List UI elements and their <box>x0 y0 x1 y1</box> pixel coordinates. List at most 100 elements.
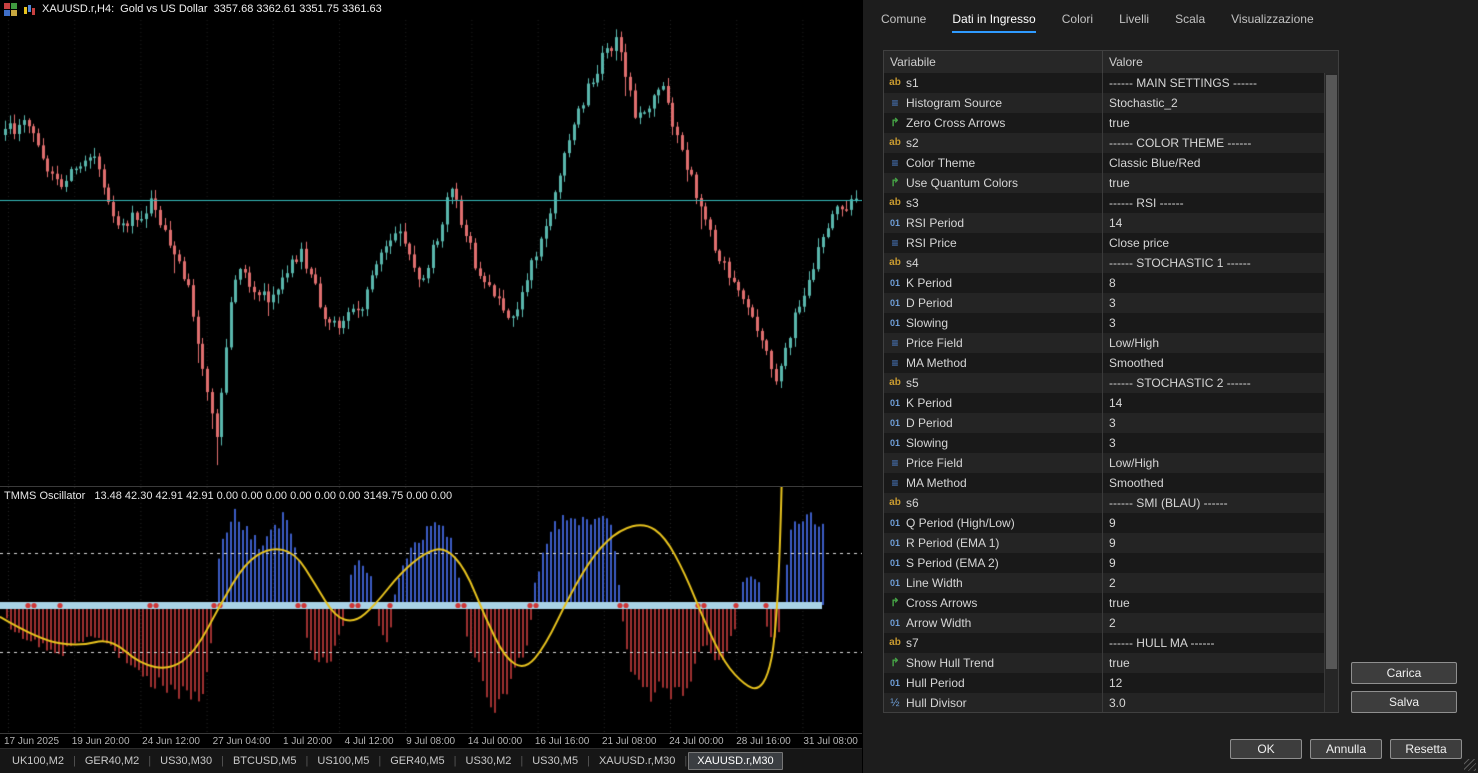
param-row[interactable]: ab s6 ------ SMI (BLAU) ------ <box>884 493 1324 513</box>
load-button[interactable]: Carica <box>1351 662 1457 684</box>
param-row[interactable]: 01 D Period 3 <box>884 413 1324 433</box>
param-value[interactable]: 3.0 <box>1109 696 1126 710</box>
chart-tab[interactable]: US100,M5 <box>317 755 370 767</box>
param-row[interactable]: ≡ MA Method Smoothed <box>884 473 1324 493</box>
param-value[interactable]: ------ SMI (BLAU) ------ <box>1109 496 1228 510</box>
parameters-table-header: Variabile Valore <box>884 51 1338 74</box>
param-value[interactable]: 3 <box>1109 296 1116 310</box>
param-row[interactable]: ≡ MA Method Smoothed <box>884 353 1324 373</box>
param-value[interactable]: 9 <box>1109 536 1116 550</box>
param-row[interactable]: 01 Arrow Width 2 <box>884 613 1324 633</box>
param-value[interactable]: ------ MAIN SETTINGS ------ <box>1109 76 1257 90</box>
param-value[interactable]: 3 <box>1109 436 1116 450</box>
param-row[interactable]: 01 Line Width 2 <box>884 573 1324 593</box>
param-row[interactable]: 01 Slowing 3 <box>884 313 1324 333</box>
dialog-tab-visualizzazione[interactable]: Visualizzazione <box>1231 12 1314 26</box>
param-row[interactable]: ab s3 ------ RSI ------ <box>884 193 1324 213</box>
param-value[interactable]: 9 <box>1109 556 1116 570</box>
chart-tab[interactable]: XAUUSD.r,M30 <box>598 755 676 767</box>
time-axis-label: 24 Jun 12:00 <box>142 735 200 747</box>
param-row[interactable]: ↱ Use Quantum Colors true <box>884 173 1324 193</box>
chart-tab[interactable]: US30,M2 <box>465 755 512 767</box>
param-row[interactable]: ≡ Price Field Low/High <box>884 453 1324 473</box>
param-row[interactable]: ≡ Histogram Source Stochastic_2 <box>884 93 1324 113</box>
param-value[interactable]: true <box>1109 596 1130 610</box>
price-chart-canvas[interactable] <box>0 0 862 487</box>
cancel-button[interactable]: Annulla <box>1310 739 1382 759</box>
param-row[interactable]: ↱ Show Hull Trend true <box>884 653 1324 673</box>
param-row[interactable]: 01 Hull Period 12 <box>884 673 1324 693</box>
param-value[interactable]: Low/High <box>1109 336 1160 350</box>
dialog-tab-livelli[interactable]: Livelli <box>1119 12 1150 26</box>
string-type-icon: ab <box>889 497 901 508</box>
param-row[interactable]: ≡ RSI Price Close price <box>884 233 1324 253</box>
chart-tab[interactable]: UK100,M2 <box>12 755 64 767</box>
param-row[interactable]: ab s5 ------ STOCHASTIC 2 ------ <box>884 373 1324 393</box>
chart-tab[interactable]: US30,M5 <box>532 755 579 767</box>
param-value[interactable]: 9 <box>1109 516 1116 530</box>
param-row[interactable]: ≡ Color Theme Classic Blue/Red <box>884 153 1324 173</box>
param-value[interactable]: true <box>1109 656 1130 670</box>
param-value[interactable]: ------ STOCHASTIC 2 ------ <box>1109 376 1251 390</box>
param-value[interactable]: ------ HULL MA ------ <box>1109 636 1215 650</box>
chart-tab[interactable]: BTCUSD,M5 <box>232 755 297 767</box>
oscillator-canvas[interactable] <box>0 487 862 733</box>
param-row[interactable]: ≡ Price Field Low/High <box>884 333 1324 353</box>
param-value[interactable]: 2 <box>1109 576 1116 590</box>
param-row[interactable]: ab s2 ------ COLOR THEME ------ <box>884 133 1324 153</box>
param-row[interactable]: 01 Slowing 3 <box>884 433 1324 453</box>
param-value[interactable]: Classic Blue/Red <box>1109 156 1201 170</box>
chart-tab[interactable]: GER40,M5 <box>390 755 445 767</box>
param-value[interactable]: Close price <box>1109 236 1170 250</box>
param-row[interactable]: 01 K Period 14 <box>884 393 1324 413</box>
resize-grip[interactable] <box>1464 759 1476 771</box>
param-row[interactable]: 01 S Period (EMA 2) 9 <box>884 553 1324 573</box>
dialog-tab-scala[interactable]: Scala <box>1175 12 1206 26</box>
param-row[interactable]: ↱ Cross Arrows true <box>884 593 1324 613</box>
table-scrollbar[interactable] <box>1324 73 1338 712</box>
chart-tab[interactable]: XAUUSD.r,M30 <box>688 752 783 770</box>
param-value[interactable]: 3 <box>1109 416 1116 430</box>
param-row[interactable]: ab s1 ------ MAIN SETTINGS ------ <box>884 73 1324 93</box>
param-value[interactable]: 2 <box>1109 616 1116 630</box>
save-button[interactable]: Salva <box>1351 691 1457 713</box>
chart-tab[interactable]: GER40,M2 <box>84 755 140 767</box>
param-row[interactable]: 01 K Period 8 <box>884 273 1324 293</box>
param-row[interactable]: 01 Q Period (High/Low) 9 <box>884 513 1324 533</box>
time-axis-label: 14 Jul 00:00 <box>467 735 523 747</box>
param-value[interactable]: 14 <box>1109 216 1123 230</box>
param-value[interactable]: 3 <box>1109 316 1116 330</box>
param-row[interactable]: ↱ Zero Cross Arrows true <box>884 113 1324 133</box>
string-type-icon: ab <box>889 637 901 648</box>
reset-button[interactable]: Resetta <box>1390 739 1462 759</box>
param-row[interactable]: 01 RSI Period 14 <box>884 213 1324 233</box>
boolean-type-icon: ↱ <box>890 117 900 129</box>
param-name: MA Method <box>906 473 1103 493</box>
param-row[interactable]: ½ Hull Divisor 3.0 <box>884 693 1324 712</box>
indicator-settings-dialog: Comune Dati in Ingresso Colori Livelli Scala… <box>862 0 1478 773</box>
integer-type-icon: 01 <box>889 538 900 548</box>
param-row[interactable]: 01 D Period 3 <box>884 293 1324 313</box>
param-value[interactable]: true <box>1109 176 1130 190</box>
param-value[interactable]: 14 <box>1109 396 1123 410</box>
chart-tab[interactable]: US30,M30 <box>160 755 213 767</box>
scrollbar-thumb[interactable] <box>1326 75 1337 670</box>
dialog-tab-colori[interactable]: Colori <box>1061 12 1094 26</box>
ok-button[interactable]: OK <box>1230 739 1302 759</box>
param-value[interactable]: 8 <box>1109 276 1116 290</box>
param-value[interactable]: 12 <box>1109 676 1123 690</box>
param-row[interactable]: ab s4 ------ STOCHASTIC 1 ------ <box>884 253 1324 273</box>
param-value[interactable]: ------ STOCHASTIC 1 ------ <box>1109 256 1251 270</box>
param-value[interactable]: Stochastic_2 <box>1109 96 1178 110</box>
param-value[interactable]: ------ RSI ------ <box>1109 196 1184 210</box>
dialog-tab-dati-in-ingresso[interactable]: Dati in Ingresso <box>952 12 1036 33</box>
param-row[interactable]: ab s7 ------ HULL MA ------ <box>884 633 1324 653</box>
param-value[interactable]: Low/High <box>1109 456 1160 470</box>
param-value[interactable]: Smoothed <box>1109 356 1164 370</box>
dialog-tab-comune[interactable]: Comune <box>881 12 927 26</box>
param-value[interactable]: Smoothed <box>1109 476 1164 490</box>
param-value[interactable]: true <box>1109 116 1130 130</box>
param-row[interactable]: 01 R Period (EMA 1) 9 <box>884 533 1324 553</box>
param-value[interactable]: ------ COLOR THEME ------ <box>1109 136 1252 150</box>
